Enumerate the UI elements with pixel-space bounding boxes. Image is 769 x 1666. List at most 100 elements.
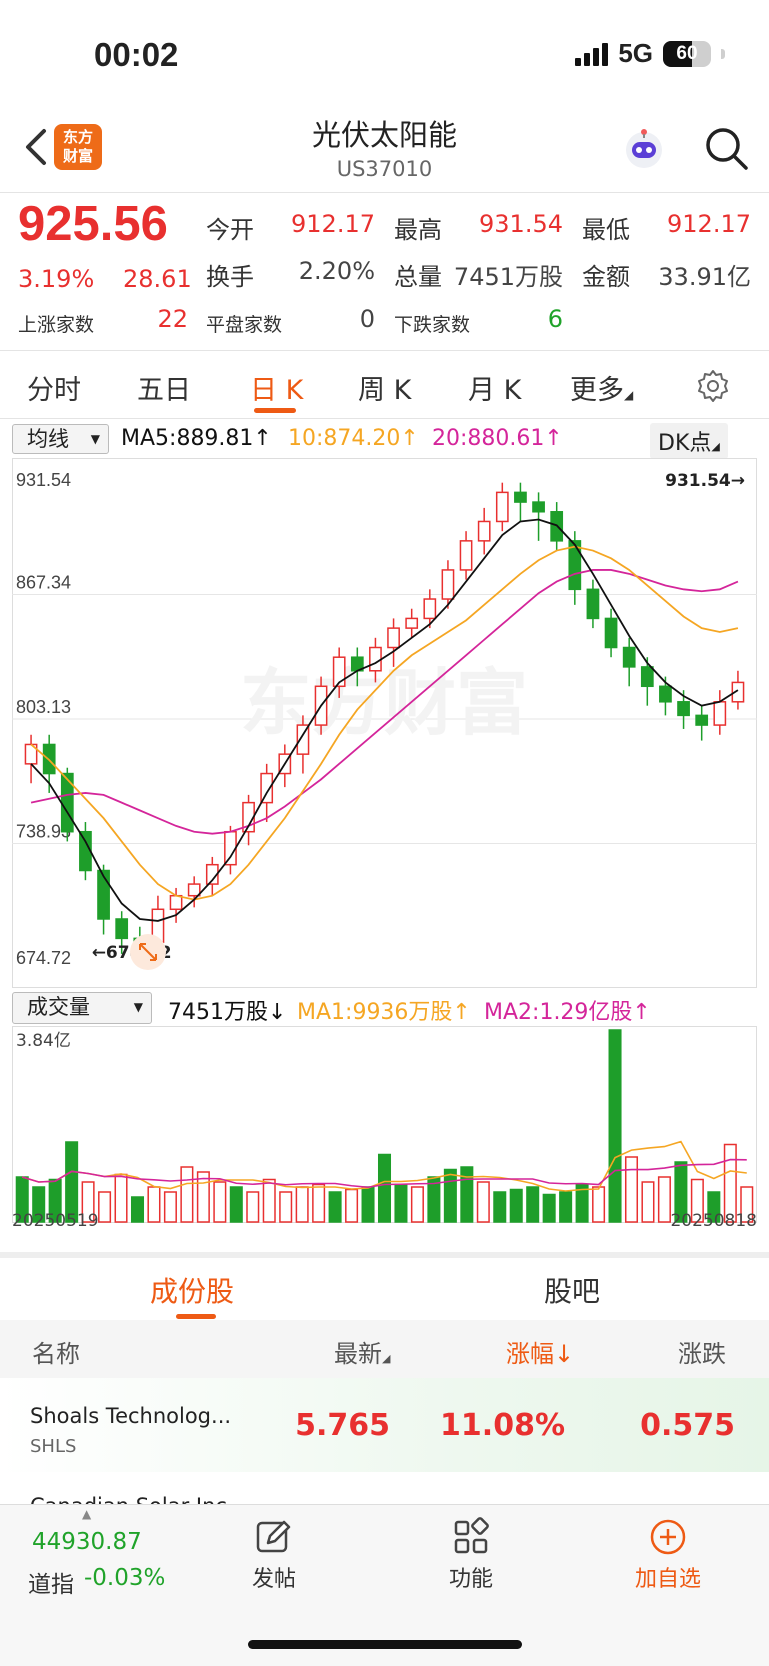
tab-five-day[interactable]: 五日 — [137, 375, 191, 406]
candle — [369, 646, 382, 672]
volume-bar — [213, 1181, 227, 1223]
col-change-pct[interactable]: 涨幅↓ — [506, 1340, 575, 1368]
volume-bar — [32, 1186, 46, 1223]
search-icon[interactable] — [702, 124, 750, 172]
volume-bar — [229, 1186, 243, 1223]
ma10-line — [30, 545, 739, 901]
stock-name: Shoals Technolog... — [30, 1404, 232, 1428]
stock-name: Canadian Solar Inc — [30, 1494, 227, 1504]
tab-minute[interactable]: 分时 — [27, 375, 81, 406]
y-tick-label: 931.54 — [16, 470, 71, 490]
volume-bar — [130, 1196, 145, 1223]
candle — [79, 830, 92, 872]
divider — [0, 350, 769, 351]
change-amount: 28.61 — [123, 265, 192, 293]
volume-bar — [690, 1178, 704, 1223]
volume-bar — [526, 1186, 540, 1223]
grid-apps-icon — [454, 1517, 489, 1554]
up-count: 22 — [157, 305, 188, 333]
y-tick-label: 867.34 — [16, 572, 71, 592]
section-tabs: 成份股 股吧 — [0, 1270, 769, 1330]
volume-bar — [460, 1166, 474, 1223]
ma5-value: MA5:889.81↑ — [121, 426, 272, 451]
divider — [0, 418, 769, 419]
dk-point-button[interactable]: DK点◢ — [650, 423, 728, 459]
candle — [586, 588, 600, 620]
ma5-line — [30, 518, 739, 922]
change-percent: 3.19% — [18, 265, 95, 293]
divider — [0, 192, 769, 193]
back-arrow-icon[interactable] — [16, 125, 60, 169]
add-watchlist-button[interactable]: 加自选 — [628, 1517, 708, 1593]
home-indicator — [248, 1640, 522, 1649]
volume-indicator-select[interactable]: 成交量 ▼ — [12, 992, 152, 1024]
ma-indicator-select[interactable]: 均线 ▼ — [12, 424, 109, 454]
tab-constituents[interactable]: 成份股 — [150, 1275, 235, 1308]
flat-count: 0 — [359, 305, 375, 333]
index-value[interactable]: 44930.87 — [32, 1529, 142, 1555]
candle — [713, 701, 727, 726]
volume-bar — [312, 1183, 326, 1223]
volume-max-label: 3.84亿 — [16, 1031, 71, 1051]
candle — [387, 627, 400, 649]
volume-bar — [98, 1191, 112, 1223]
watermark: 东方财富 — [240, 661, 528, 745]
volume-bar — [608, 1029, 622, 1223]
candlestick-chart[interactable]: 931.54 867.34 803.13 738.93 674.72 东方财富 931.54… — [12, 458, 757, 988]
tab-forum[interactable]: 股吧 — [544, 1275, 601, 1308]
candle — [532, 501, 545, 513]
open-label: 今开 — [206, 216, 254, 244]
plus-circle-icon — [650, 1519, 686, 1555]
settings-gear-icon[interactable] — [695, 368, 731, 404]
up-count-label: 上涨家数 — [18, 314, 95, 336]
table-row-partial[interactable]: Canadian Solar Inc — [0, 1472, 769, 1504]
volume-bar — [641, 1181, 655, 1223]
volume-bar — [262, 1178, 276, 1223]
section-divider — [0, 1252, 769, 1258]
down-count: 6 — [547, 305, 563, 333]
volume-bar — [81, 1181, 95, 1223]
post-button[interactable]: 发帖 — [244, 1517, 304, 1593]
edit-icon — [256, 1520, 291, 1553]
amount-value: 33.91亿 — [658, 263, 751, 291]
stock-pct: 11.08% — [440, 1408, 565, 1443]
volume-label: 总量 — [394, 263, 442, 291]
volume-bar — [48, 1178, 62, 1223]
ma20-value: 20:880.61↑ — [432, 426, 563, 451]
candle — [332, 656, 346, 688]
candle — [405, 617, 419, 629]
candle — [441, 569, 455, 600]
tab-more[interactable]: 更多◢ — [570, 375, 634, 406]
collapse-caret-icon[interactable]: ▲ — [82, 1507, 92, 1521]
candle — [695, 714, 709, 726]
volume-bar — [493, 1191, 507, 1223]
tab-week-k[interactable]: 周 K — [358, 375, 412, 406]
volume-bar — [592, 1186, 606, 1223]
volume-bar — [410, 1186, 424, 1223]
network-type: 5G — [618, 38, 653, 68]
col-name[interactable]: 名称 — [32, 1340, 80, 1368]
volume-ma2-line — [22, 1158, 747, 1189]
page-subtitle-code: US37010 — [336, 157, 433, 181]
table-row[interactable]: Shoals Technolog... SHLS 5.765 11.08% 0.… — [0, 1378, 769, 1472]
tab-day-k[interactable]: 日 K — [250, 375, 304, 406]
assistant-robot-icon[interactable] — [620, 126, 668, 174]
col-latest[interactable]: 最新◢ — [334, 1340, 391, 1368]
col-change[interactable]: 涨跌 — [678, 1340, 726, 1368]
tab-month-k[interactable]: 月 K — [468, 375, 522, 406]
chart-border — [12, 458, 757, 988]
volume-bar — [559, 1191, 573, 1223]
volume-bar — [542, 1193, 556, 1223]
volume-bar — [624, 1156, 639, 1223]
high-value: 931.54 — [479, 210, 563, 238]
turnover-value: 2.20% — [298, 257, 375, 285]
index-name[interactable]: 道指 — [28, 1572, 74, 1598]
functions-button[interactable]: 功能 — [441, 1517, 501, 1593]
candle — [115, 918, 129, 940]
volume-chart[interactable]: 3.84亿 20250519 20250818 — [12, 1026, 757, 1226]
y-tick-label: 674.72 — [16, 948, 71, 968]
index-pct[interactable]: -0.03% — [84, 1565, 166, 1591]
candle — [731, 681, 745, 703]
volume-bar — [345, 1188, 359, 1223]
status-icons: 5G 60 — [575, 38, 725, 69]
